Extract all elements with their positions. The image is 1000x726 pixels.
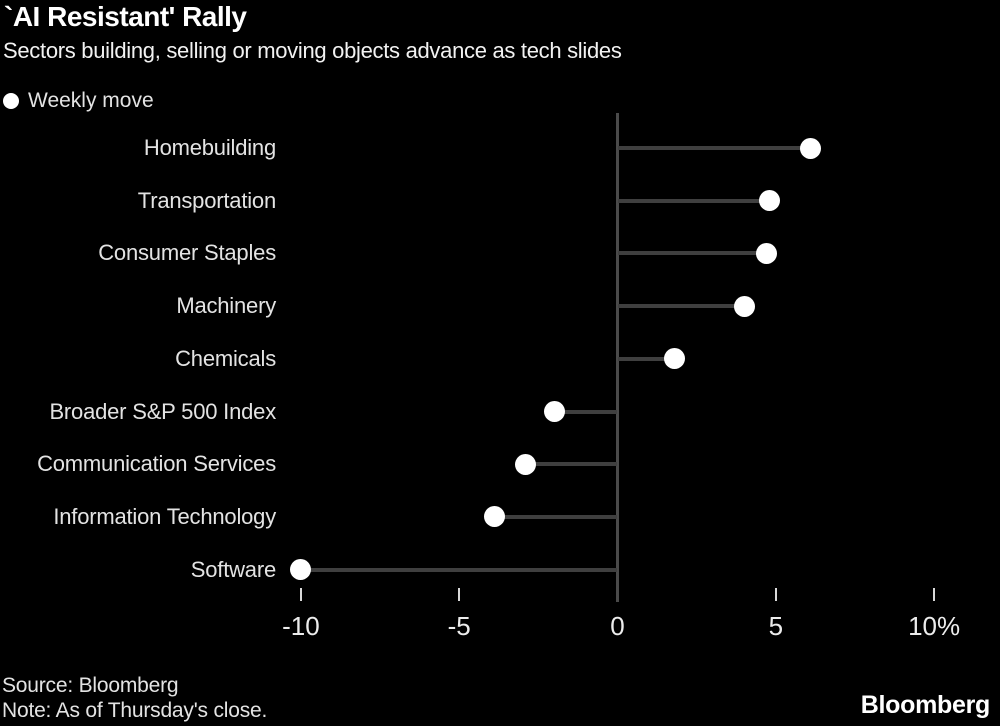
category-label: Homebuilding xyxy=(143,135,276,160)
axis-tick xyxy=(932,588,936,601)
category-label: Transportation xyxy=(137,187,276,213)
axis-tick xyxy=(299,588,303,601)
lollipop-dot xyxy=(758,190,780,212)
category-label: Consumer Staples xyxy=(98,240,276,266)
axis-tick-label: 5 xyxy=(768,611,784,641)
chart-footer: Source: Bloomberg Note: As of Thursday's… xyxy=(2,673,267,723)
lollipop-stem xyxy=(554,409,618,414)
axis-tick-label: 10% xyxy=(908,611,961,641)
lollipop-stem xyxy=(494,514,618,519)
lollipop-stem xyxy=(617,304,745,309)
legend-dot-icon xyxy=(3,93,19,109)
bloomberg-logo: Bloomberg xyxy=(860,691,991,719)
lollipop-dot xyxy=(483,506,505,528)
lollipop-dot xyxy=(755,242,777,264)
lollipop-dot xyxy=(800,137,822,159)
lollipop-stem xyxy=(617,198,770,203)
legend-label: Weekly move xyxy=(28,89,154,112)
lollipop-stem xyxy=(525,462,618,467)
legend: Weekly move xyxy=(3,89,154,113)
category-label: Communication Services xyxy=(37,451,276,477)
chart-subtitle: Sectors building, selling or moving obje… xyxy=(3,38,622,63)
category-label: Broader S&P 500 Index xyxy=(49,398,276,424)
axis-tick-label: 0 xyxy=(610,611,625,641)
category-label: Information Technology xyxy=(53,503,276,529)
footnote: Note: As of Thursday's close. xyxy=(2,699,268,722)
lollipop-stem xyxy=(617,251,767,256)
lollipop-stem xyxy=(617,146,811,150)
source-note: Source: Bloomberg xyxy=(2,674,179,697)
axis-tick xyxy=(457,588,461,601)
lollipop-dot xyxy=(543,401,565,422)
lollipop-dot xyxy=(733,295,755,317)
category-label: Chemicals xyxy=(175,345,276,371)
lollipop-dot xyxy=(663,348,685,370)
category-label: Machinery xyxy=(176,293,276,319)
lollipop-dot xyxy=(290,559,312,581)
axis-tick xyxy=(774,588,778,601)
lollipop-stem xyxy=(617,356,675,361)
axis-tick-label: -5 xyxy=(447,611,471,641)
category-label: Software xyxy=(190,556,276,582)
lollipop-dot xyxy=(515,453,537,475)
lollipop-stem xyxy=(300,567,618,572)
chart-title: `AI Resistant' Rally xyxy=(4,1,247,32)
axis-tick-label: -10 xyxy=(282,611,320,641)
